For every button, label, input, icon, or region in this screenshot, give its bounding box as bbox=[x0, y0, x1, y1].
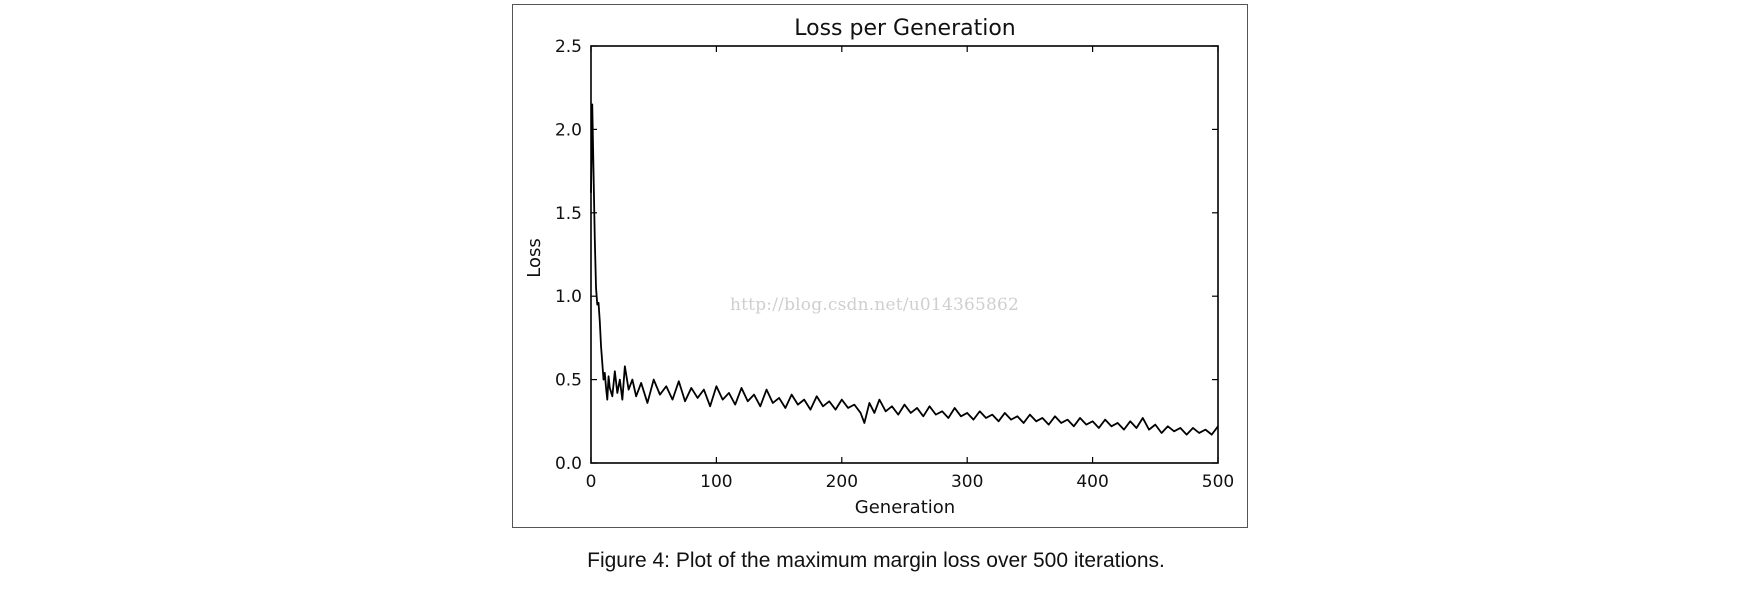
chart-title: Loss per Generation bbox=[794, 16, 1016, 41]
x-tick-label: 300 bbox=[951, 472, 983, 492]
x-tick-label: 0 bbox=[586, 472, 597, 492]
y-ticks-group: 0.0 0.5 1.0 1.5 2.0 2.5 bbox=[555, 37, 1218, 474]
x-tick-label: 100 bbox=[700, 472, 732, 492]
figure-caption: Figure 4: Plot of the maximum margin los… bbox=[587, 549, 1165, 572]
y-tick-label: 0.0 bbox=[555, 454, 582, 474]
plot-area-border bbox=[590, 45, 1219, 464]
figure-frame bbox=[512, 4, 1248, 528]
watermark-text: http://blog.csdn.net/u014365862 bbox=[730, 295, 1020, 315]
x-tick-label: 400 bbox=[1076, 472, 1108, 492]
y-tick-label: 0.5 bbox=[555, 371, 582, 391]
y-tick-label: 2.5 bbox=[555, 37, 582, 57]
x-tick-label: 500 bbox=[1202, 472, 1234, 492]
x-tick-label: 200 bbox=[826, 472, 858, 492]
y-tick-label: 1.0 bbox=[555, 287, 582, 307]
loss-series-line bbox=[590, 103, 1219, 436]
x-axis-label: Generation bbox=[855, 497, 955, 518]
x-ticks-group: 0 100 200 300 400 500 bbox=[586, 46, 1234, 492]
y-axis-label: Loss bbox=[524, 238, 545, 277]
y-tick-label: 1.5 bbox=[555, 204, 582, 224]
y-tick-label: 2.0 bbox=[555, 120, 582, 140]
